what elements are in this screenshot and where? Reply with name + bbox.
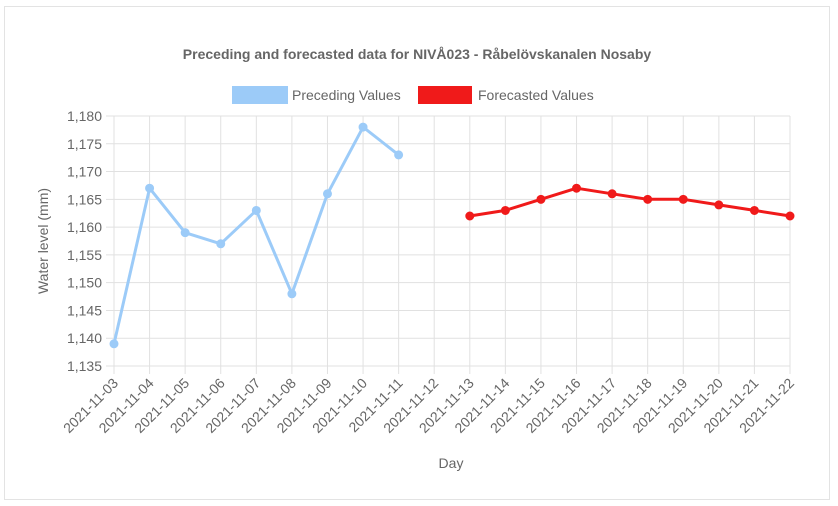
y-tick-label: 1,170 (67, 164, 102, 180)
legend-label-forecasted: Forecasted Values (478, 87, 594, 103)
legend-swatch-forecasted (418, 86, 472, 104)
y-tick-label: 1,160 (67, 219, 102, 235)
preceding-value-point (322, 189, 332, 199)
legend[interactable]: Preceding Values Forecasted Values (232, 86, 594, 104)
y-axis-label: Water level (mm) (35, 188, 51, 294)
y-tick-label: 1,140 (67, 330, 102, 346)
preceding-value-point (216, 239, 226, 249)
y-tick-label: 1,150 (67, 275, 102, 291)
preceding-value-point (180, 228, 190, 238)
y-tick-label: 1,135 (67, 358, 102, 374)
forecasted-value-point (749, 205, 759, 215)
series-points (109, 122, 795, 349)
y-axis-ticks: 1,135 1,140 1,145 1,150 1,155 1,160 1,165 1,170… (67, 108, 102, 374)
forecasted-value-point (500, 205, 510, 215)
x-axis-ticks: 2021-11-032021-11-042021-11-052021-11-06… (60, 375, 797, 436)
forecasted-value-point (536, 194, 546, 204)
forecasted-value-point (785, 211, 795, 221)
preceding-value-point (109, 339, 119, 349)
forecasted-value-point (607, 189, 617, 199)
preceding-value-point (251, 205, 261, 215)
y-tick-label: 1,155 (67, 247, 102, 263)
grid (106, 115, 791, 374)
chart-frame (4, 6, 830, 500)
legend-label-preceding: Preceding Values (292, 87, 401, 103)
forecasted-values-line (469, 186, 791, 218)
forecasted-value-point (678, 194, 688, 204)
preceding-value-point (287, 289, 297, 299)
y-tick-label: 1,165 (67, 191, 102, 207)
forecasted-value-point (643, 194, 653, 204)
chart-title: Preceding and forecasted data for NIVÅ02… (183, 46, 652, 62)
legend-swatch-preceding (232, 86, 288, 104)
legend-item-forecasted[interactable]: Forecasted Values (418, 86, 594, 104)
y-tick-label: 1,180 (67, 108, 102, 124)
y-tick-label: 1,145 (67, 302, 102, 318)
preceding-value-point (145, 183, 155, 193)
forecasted-value-point (714, 200, 724, 210)
forecasted-value-point (572, 183, 582, 193)
series-lines (112, 125, 791, 345)
legend-item-preceding[interactable]: Preceding Values (232, 86, 401, 104)
preceding-value-point (358, 122, 368, 132)
preceding-value-point (394, 150, 404, 160)
forecasted-value-point (465, 211, 475, 221)
x-axis-label: Day (439, 455, 464, 471)
y-tick-label: 1,175 (67, 136, 102, 152)
